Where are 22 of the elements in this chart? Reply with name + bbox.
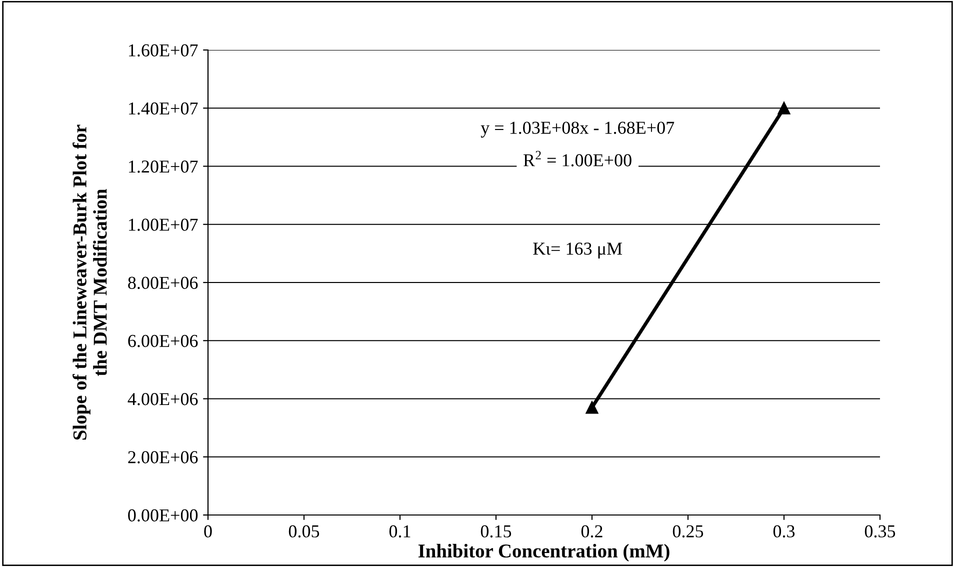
annotation: y = 1.03E+08x - 1.68E+07 [480, 122, 674, 138]
x-tick-label: 0 [204, 525, 212, 538]
y-tick-label: 8.00E+06 [128, 276, 198, 290]
x-tick-label: 0.35 [864, 525, 896, 538]
annotation: R$^{2}$ = 1.00E+00 [524, 150, 632, 166]
y-tick-label: 1.00E+07 [129, 218, 198, 231]
y-tick-label: 1.20E+07 [129, 160, 198, 173]
x-tick-label: 0.3 [773, 525, 795, 538]
annotation: Kι= 163 μM [533, 242, 622, 258]
y-tick-label: 0.00E+00 [128, 509, 198, 522]
y-tick-label: 6.00E+06 [128, 334, 198, 348]
y-tick-label: 1.40E+07 [129, 102, 198, 115]
x-tick-label: 0.15 [480, 525, 512, 538]
x-tick-label: 0.1 [389, 525, 410, 538]
x-tick-label: 0.25 [672, 525, 704, 538]
x-axis-title: Inhibitor Concentration (mM) [418, 544, 670, 562]
y-axis-title: Slope of the Lineweaver-Burk Plot for the DMT Modification [72, 124, 107, 440]
x-tick-label: 0.05 [288, 525, 320, 538]
y-tick-label: 2.00E+06 [128, 451, 198, 464]
y-tick-label: 4.00E+06 [128, 393, 198, 406]
x-tick-label: 0.2 [581, 525, 602, 538]
y-tick-label: 1.60E+07 [129, 44, 198, 57]
